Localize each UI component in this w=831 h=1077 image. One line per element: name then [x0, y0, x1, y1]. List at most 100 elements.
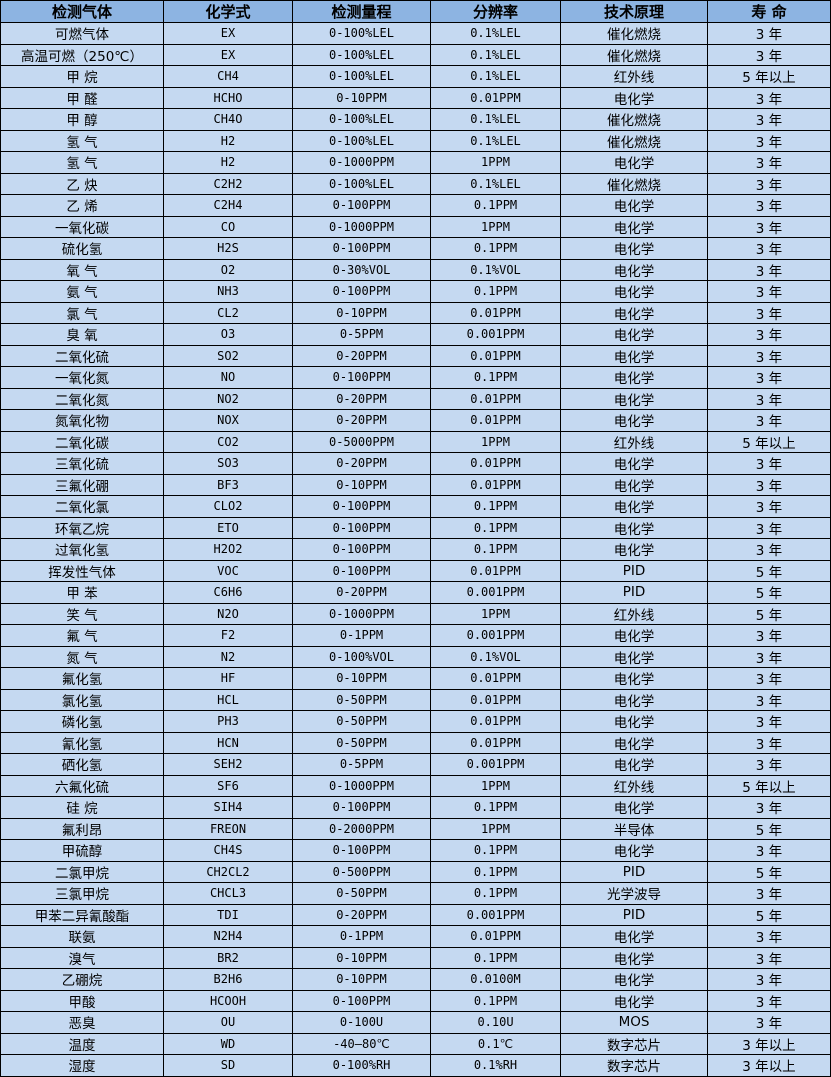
- cell-lifespan: 3 年: [707, 86, 831, 109]
- table-row: 二氧化硫 SO2 0-20PPM 0.01PPM 电化学 3 年: [0, 344, 831, 367]
- column-header-detection-range: 检测量程: [292, 0, 431, 23]
- cell-lifespan: 5 年: [707, 581, 831, 604]
- cell-technical-principle: 电化学: [560, 645, 708, 668]
- cell-chemical-formula: CH4S: [163, 839, 293, 862]
- cell-chemical-formula: NO: [163, 366, 293, 389]
- cell-chemical-formula: F2: [163, 624, 293, 647]
- cell-gas-name: 氮 气: [0, 645, 164, 668]
- cell-lifespan: 3 年: [707, 753, 831, 776]
- table-row: 温度 WD -40—80℃ 0.1℃ 数字芯片 3 年以上: [0, 1032, 831, 1055]
- cell-detection-range: 0-1PPM: [292, 624, 431, 647]
- cell-resolution: 1PPM: [430, 151, 561, 174]
- table-row: 硫化氢 H2S 0-100PPM 0.1PPM 电化学 3 年: [0, 237, 831, 260]
- cell-chemical-formula: HCN: [163, 731, 293, 754]
- cell-lifespan: 3 年以上: [707, 1032, 831, 1055]
- cell-detection-range: 0-100%RH: [292, 1054, 431, 1077]
- cell-technical-principle: 电化学: [560, 151, 708, 174]
- cell-gas-name: 过氧化氢: [0, 538, 164, 561]
- cell-technical-principle: 电化学: [560, 516, 708, 539]
- cell-chemical-formula: CLO2: [163, 495, 293, 518]
- cell-chemical-formula: CH2CL2: [163, 860, 293, 883]
- cell-lifespan: 5 年: [707, 903, 831, 926]
- cell-resolution: 0.1%LEL: [430, 22, 561, 45]
- cell-lifespan: 3 年: [707, 624, 831, 647]
- cell-gas-name: 可燃气体: [0, 22, 164, 45]
- cell-chemical-formula: NO2: [163, 387, 293, 410]
- cell-chemical-formula: H2O2: [163, 538, 293, 561]
- cell-gas-name: 溴气: [0, 946, 164, 969]
- cell-detection-range: -40—80℃: [292, 1032, 431, 1055]
- cell-chemical-formula: TDI: [163, 903, 293, 926]
- table-row: 乙硼烷 B2H6 0-10PPM 0.0100M 电化学 3 年: [0, 968, 831, 991]
- cell-detection-range: 0-1PPM: [292, 925, 431, 948]
- cell-gas-name: 硅 烷: [0, 796, 164, 819]
- cell-detection-range: 0-100PPM: [292, 495, 431, 518]
- table-row: 过氧化氢 H2O2 0-100PPM 0.1PPM 电化学 3 年: [0, 538, 831, 561]
- cell-resolution: 0.01PPM: [430, 667, 561, 690]
- cell-resolution: 0.1%LEL: [430, 43, 561, 66]
- cell-lifespan: 3 年: [707, 946, 831, 969]
- cell-gas-name: 环氧乙烷: [0, 516, 164, 539]
- cell-lifespan: 3 年: [707, 667, 831, 690]
- table-row: 氢 气 H2 0-100%LEL 0.1%LEL 催化燃烧 3 年: [0, 129, 831, 152]
- cell-detection-range: 0-100PPM: [292, 796, 431, 819]
- cell-detection-range: 0-10PPM: [292, 301, 431, 324]
- cell-lifespan: 3 年: [707, 344, 831, 367]
- cell-gas-name: 三氯甲烷: [0, 882, 164, 905]
- cell-detection-range: 0-1000PPM: [292, 602, 431, 625]
- cell-detection-range: 0-100%LEL: [292, 22, 431, 45]
- table-row: 乙 炔 C2H2 0-100%LEL 0.1%LEL 催化燃烧 3 年: [0, 172, 831, 195]
- cell-technical-principle: 电化学: [560, 301, 708, 324]
- cell-detection-range: 0-1000PPM: [292, 151, 431, 174]
- cell-technical-principle: 红外线: [560, 430, 708, 453]
- cell-detection-range: 0-20PPM: [292, 344, 431, 367]
- cell-resolution: 0.1PPM: [430, 989, 561, 1012]
- table-row: 环氧乙烷 ETO 0-100PPM 0.1PPM 电化学 3 年: [0, 516, 831, 539]
- table-row: 乙 烯 C2H4 0-100PPM 0.1PPM 电化学 3 年: [0, 194, 831, 217]
- cell-gas-name: 三氧化硫: [0, 452, 164, 475]
- table-row: 溴气 BR2 0-10PPM 0.1PPM 电化学 3 年: [0, 946, 831, 969]
- table-row: 挥发性气体 VOC 0-100PPM 0.01PPM PID 5 年: [0, 559, 831, 582]
- table-row: 甲酸 HCOOH 0-100PPM 0.1PPM 电化学 3 年: [0, 989, 831, 1012]
- cell-resolution: 0.01PPM: [430, 387, 561, 410]
- table-row: 一氧化碳 CO 0-1000PPM 1PPM 电化学 3 年: [0, 215, 831, 238]
- cell-technical-principle: 电化学: [560, 258, 708, 281]
- table-row: 氧 气 O2 0-30%VOL 0.1%VOL 电化学 3 年: [0, 258, 831, 281]
- cell-lifespan: 3 年: [707, 323, 831, 346]
- cell-chemical-formula: H2: [163, 151, 293, 174]
- cell-detection-range: 0-10PPM: [292, 946, 431, 969]
- table-row: 甲 烷 CH4 0-100%LEL 0.1%LEL 红外线 5 年以上: [0, 65, 831, 88]
- cell-gas-name: 氢 气: [0, 151, 164, 174]
- cell-lifespan: 3 年: [707, 301, 831, 324]
- cell-lifespan: 3 年: [707, 258, 831, 281]
- cell-chemical-formula: HCHO: [163, 86, 293, 109]
- cell-lifespan: 3 年: [707, 280, 831, 303]
- cell-gas-name: 挥发性气体: [0, 559, 164, 582]
- cell-chemical-formula: BF3: [163, 473, 293, 496]
- cell-technical-principle: 电化学: [560, 280, 708, 303]
- table-row: 二氯甲烷 CH2CL2 0-500PPM 0.1PPM PID 5 年: [0, 860, 831, 883]
- cell-chemical-formula: CHCL3: [163, 882, 293, 905]
- cell-technical-principle: 电化学: [560, 366, 708, 389]
- cell-chemical-formula: HCL: [163, 688, 293, 711]
- cell-gas-name: 二氧化碳: [0, 430, 164, 453]
- column-header-gas-name: 检测气体: [0, 0, 164, 23]
- cell-lifespan: 3 年以上: [707, 1054, 831, 1077]
- cell-gas-name: 三氟化硼: [0, 473, 164, 496]
- cell-chemical-formula: C2H2: [163, 172, 293, 195]
- cell-chemical-formula: CL2: [163, 301, 293, 324]
- cell-lifespan: 3 年: [707, 172, 831, 195]
- cell-gas-name: 甲 苯: [0, 581, 164, 604]
- cell-chemical-formula: SF6: [163, 774, 293, 797]
- cell-technical-principle: 电化学: [560, 753, 708, 776]
- table-row: 氯 气 CL2 0-10PPM 0.01PPM 电化学 3 年: [0, 301, 831, 324]
- cell-lifespan: 3 年: [707, 645, 831, 668]
- cell-chemical-formula: B2H6: [163, 968, 293, 991]
- cell-technical-principle: 电化学: [560, 194, 708, 217]
- cell-chemical-formula: SEH2: [163, 753, 293, 776]
- cell-chemical-formula: WD: [163, 1032, 293, 1055]
- cell-gas-name: 氧 气: [0, 258, 164, 281]
- cell-gas-name: 甲 醇: [0, 108, 164, 131]
- table-row: 三氧化硫 SO3 0-20PPM 0.01PPM 电化学 3 年: [0, 452, 831, 475]
